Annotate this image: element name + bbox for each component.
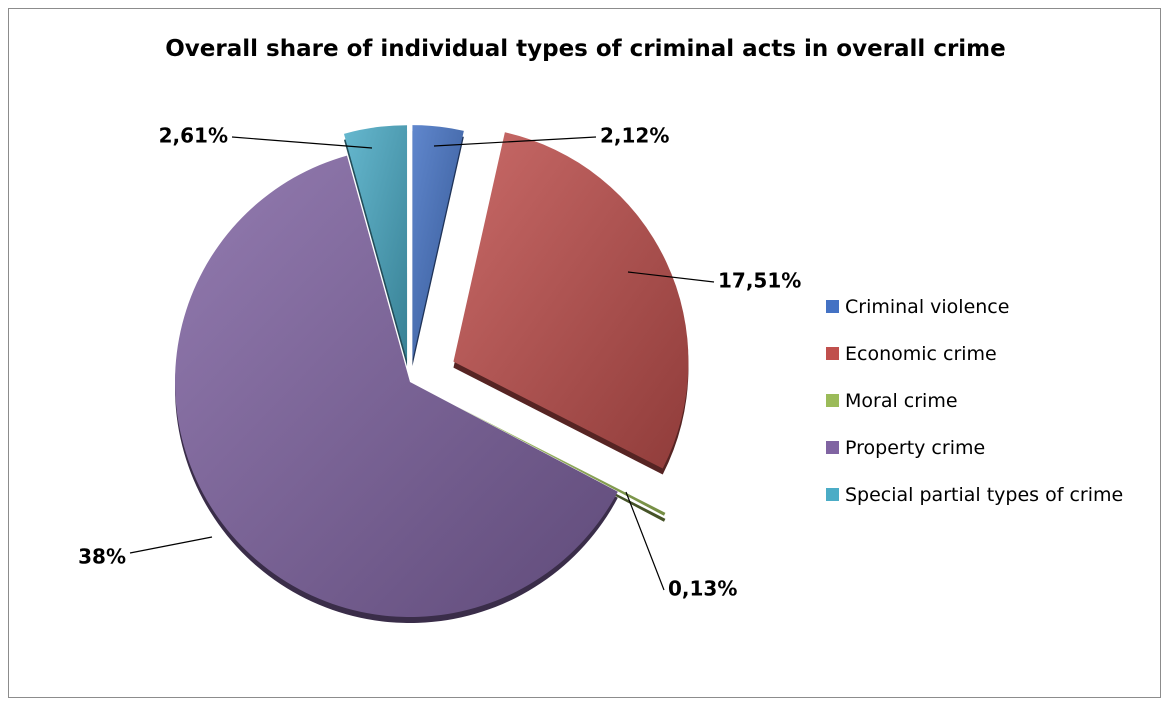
- legend-item-property-crime: Property crime: [826, 424, 1123, 471]
- data-label-special-partial-types-of-crime: 2,61%: [159, 124, 228, 148]
- pie-slice-special-partial-types-of-crime: [343, 125, 408, 361]
- legend-swatch-property-crime: [826, 441, 839, 454]
- legend-item-criminal-violence: Criminal violence: [826, 283, 1123, 330]
- legend-label-moral-crime: Moral crime: [845, 389, 958, 412]
- data-label-criminal-violence: 2,12%: [600, 124, 669, 148]
- legend-label-economic-crime: Economic crime: [845, 342, 997, 365]
- legend-swatch-moral-crime: [826, 394, 839, 407]
- legend-swatch-criminal-violence: [826, 300, 839, 313]
- leader-line-special-partial-types-of-crime: [231, 136, 373, 149]
- legend-item-special-partial-types-of-crime: Special partial types of crime: [826, 471, 1123, 518]
- pie-slice-moral-crime: [456, 405, 666, 516]
- data-label-moral-crime: 0,13%: [668, 577, 737, 601]
- pie-slice-economic-crime: [453, 132, 689, 469]
- leader-line-property-crime: [129, 536, 213, 554]
- legend-label-property-crime: Property crime: [845, 436, 986, 459]
- legend-label-criminal-violence: Criminal violence: [845, 295, 1010, 318]
- leader-line-criminal-violence: [433, 136, 597, 147]
- leader-line-moral-crime: [625, 491, 665, 591]
- legend-item-economic-crime: Economic crime: [826, 330, 1123, 377]
- chart-title: Overall share of individual types of cri…: [165, 36, 1006, 62]
- chart-legend: Criminal violence Economic crime Moral cri…: [826, 283, 1123, 518]
- pie-slice-criminal-violence: [412, 125, 464, 361]
- legend-swatch-economic-crime: [826, 347, 839, 360]
- data-label-economic-crime: 17,51%: [718, 269, 801, 293]
- data-label-property-crime: 38%: [78, 545, 126, 569]
- pie-slice-property-crime: [175, 155, 618, 617]
- legend-swatch-special-partial-types-of-crime: [826, 488, 839, 501]
- legend-label-special-partial-types-of-crime: Special partial types of crime: [845, 483, 1124, 506]
- legend-item-moral-crime: Moral crime: [826, 377, 1123, 424]
- leader-line-economic-crime: [627, 271, 715, 283]
